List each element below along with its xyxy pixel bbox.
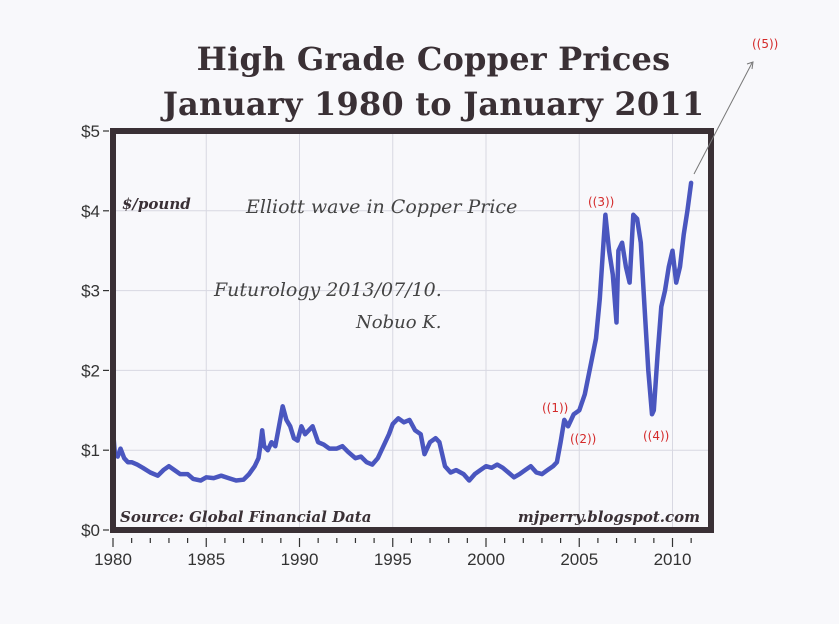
y-tick-label: $2 xyxy=(81,361,100,380)
y-tick-label: $5 xyxy=(81,122,100,141)
y-tick-label: $1 xyxy=(81,441,100,460)
y-tick-label: $0 xyxy=(81,521,100,540)
handwritten-author: Nobuo K. xyxy=(355,312,441,333)
y-tick-label: $4 xyxy=(81,202,100,221)
plot-frame xyxy=(110,128,714,533)
x-tick-label: 1995 xyxy=(374,550,412,569)
x-tick-label: 1985 xyxy=(187,550,225,569)
x-tick-label: 2010 xyxy=(654,550,692,569)
wave-label-3: ((3)) xyxy=(588,195,614,209)
source-label: Source: Global Financial Data xyxy=(120,508,371,526)
unit-label: $/pound xyxy=(122,195,191,213)
x-tick-label: 2005 xyxy=(560,550,598,569)
projection-arrow xyxy=(693,61,754,175)
wave-label-1: ((1)) xyxy=(542,401,568,415)
website-label: mjperry.blogspot.com xyxy=(518,508,700,526)
x-axis: 1980 1985 1990 1995 2000 2005 2010 xyxy=(94,538,692,569)
wave-label-5: ((5)) xyxy=(752,37,778,51)
x-tick-label: 2000 xyxy=(467,550,505,569)
chart-title-line2: January 1980 to January 2011 xyxy=(162,85,705,123)
chart-title-line1: High Grade Copper Prices xyxy=(196,40,671,78)
x-tick-label: 1980 xyxy=(94,550,132,569)
handwritten-title: Elliott wave in Copper Price xyxy=(245,196,517,218)
price-line xyxy=(110,180,694,483)
wave-label-4: ((4)) xyxy=(643,429,669,443)
y-axis: $0 $1 $2 $3 $4 $5 xyxy=(81,122,109,540)
handwritten-subtitle: Futurology 2013/07/10. xyxy=(213,279,442,301)
x-tick-label: 1990 xyxy=(281,550,319,569)
gridlines xyxy=(113,131,711,530)
wave-label-2: ((2)) xyxy=(570,432,596,446)
y-tick-label: $3 xyxy=(81,282,100,301)
